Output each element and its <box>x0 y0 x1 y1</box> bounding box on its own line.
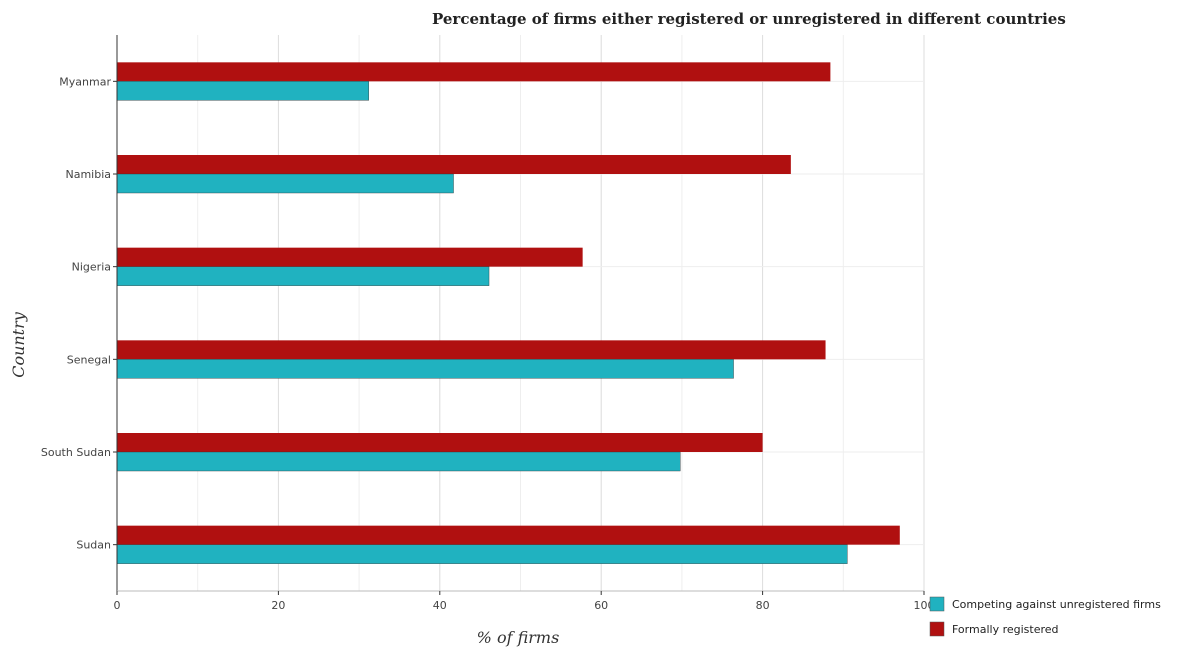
chart-title: Percentage of firms either registered or… <box>432 10 1066 28</box>
legend-swatch-unregistered <box>929 596 945 612</box>
legend-label-registered: Formally registered <box>952 623 1059 636</box>
bar-registered <box>117 155 791 174</box>
y-axis-label: Country <box>9 311 28 378</box>
y-tick-label: South Sudan <box>41 446 111 459</box>
x-tick-label: 60 <box>594 599 608 612</box>
x-tick-label: 100 <box>914 599 935 612</box>
y-tick-label: Myanmar <box>59 75 111 88</box>
grid <box>116 35 925 591</box>
bars <box>116 62 900 564</box>
x-tick-label: 40 <box>433 599 447 612</box>
y-tick-label: Nigeria <box>72 261 111 274</box>
legend: Competing against unregistered firms For… <box>929 596 1161 637</box>
y-tick-label: Senegal <box>67 353 111 366</box>
bar-registered <box>117 247 583 267</box>
y-tick-label: Namibia <box>65 168 111 181</box>
x-axis-label: % of firms <box>477 628 560 647</box>
axes: Myanmar Namibia Nigeria Senegal South Sudan S… <box>41 35 935 612</box>
bar-registered <box>117 340 826 360</box>
bar-unregistered <box>116 266 490 286</box>
bar-registered <box>117 525 900 545</box>
x-tick-label: 80 <box>756 599 770 612</box>
bar-unregistered <box>116 173 454 194</box>
x-tick-label: 0 <box>114 599 121 612</box>
bar-unregistered <box>116 359 734 379</box>
bar-unregistered <box>116 451 681 472</box>
legend-label-unregistered: Competing against unregistered firms <box>952 598 1161 611</box>
legend-swatch-registered <box>929 621 945 637</box>
bar-registered <box>117 62 831 82</box>
y-tick-label: Sudan <box>76 539 111 552</box>
bar-unregistered <box>116 544 848 564</box>
x-tick-label: 20 <box>271 599 285 612</box>
bar-registered <box>117 433 763 452</box>
bar-unregistered <box>116 81 369 101</box>
